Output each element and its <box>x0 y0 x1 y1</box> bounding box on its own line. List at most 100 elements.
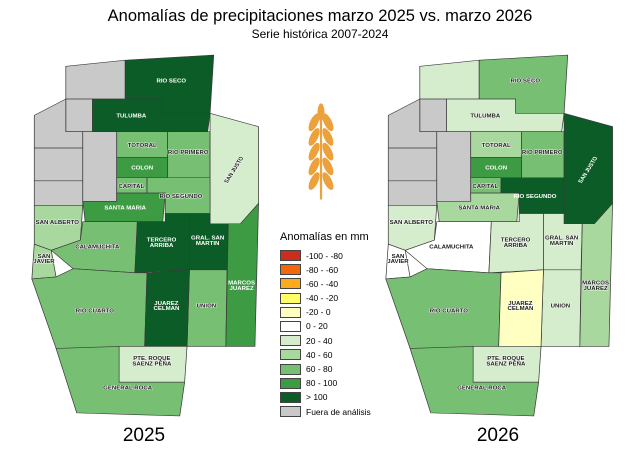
legend-label: > 100 <box>306 392 328 403</box>
department-label-rio_segundo: RIO SEGUNDO <box>159 195 203 200</box>
department-general_roca <box>55 346 186 417</box>
department-label-totoral: TOTORAL <box>128 143 158 148</box>
department-label-san_javier: SAN JAVIER <box>387 254 408 265</box>
legend-swatch <box>280 377 301 389</box>
department-label-saenz_pena: PTE. ROQUE SAENZ PEÑA <box>486 356 525 367</box>
map-2025-container: RIO SECO TULUMBA SAN ALBERTO SAN JAVIER TOTOR… <box>24 52 264 447</box>
legend-item: -40 - -20 <box>280 292 371 304</box>
choropleth-map-2025: RIO SECO TULUMBA SAN ALBERTO SAN JAVIER TOTOR… <box>31 54 259 417</box>
legend-title: Anomalías en mm <box>280 231 369 243</box>
legend-items: -100 - -80 -80 - -60 -60 - -40 -40 - -20 -20… <box>280 250 371 418</box>
department-label-saenz_pena: PTE. ROQUE SAENZ PEÑA <box>132 356 171 367</box>
department-label-san_alberto: SAN ALBERTO <box>36 220 80 225</box>
legend-label: 0 - 20 <box>306 321 328 332</box>
department-pocho <box>33 180 84 206</box>
title-block: Anomalías de precipitaciones marzo 2025 … <box>0 7 640 41</box>
department-ischilin <box>419 98 447 133</box>
wheat-grains <box>308 103 334 190</box>
department-label-calamuchita: CALAMUCHITA <box>429 245 473 250</box>
legend-swatch <box>280 406 301 418</box>
legend-item: 80 - 100 <box>280 377 371 389</box>
legend-label: 40 - 60 <box>306 349 333 360</box>
legend-item: -80 - -60 <box>280 264 371 276</box>
department-ischilin <box>65 98 93 133</box>
department-label-tercero_arriba: TERCERO ARRIBA <box>147 238 177 249</box>
legend-swatch <box>280 264 301 276</box>
figure-subtitle: Serie histórica 2007-2024 <box>251 27 389 41</box>
department-general_roca <box>409 346 540 417</box>
department-label-rio_cuarto: RIO CUARTO <box>76 309 115 314</box>
department-label-san_alberto: SAN ALBERTO <box>390 220 434 225</box>
department-marcos_juarez <box>579 202 613 347</box>
legend-item: 0 - 20 <box>280 320 371 332</box>
legend-swatch <box>280 292 301 304</box>
legend-label: -20 - 0 <box>306 307 331 318</box>
department-label-tulumba: TULUMBA <box>116 114 146 119</box>
department-label-rio_cuarto: RIO CUARTO <box>430 309 469 314</box>
department-label-capital: CAPITAL <box>472 184 498 189</box>
department-label-santa_maria: SANTA MARIA <box>458 206 500 211</box>
legend-label: -100 - -80 <box>306 250 343 261</box>
department-label-rio_segundo: RIO SEGUNDO <box>513 195 557 200</box>
department-label-colon: COLON <box>131 166 153 171</box>
legend-item: > 100 <box>280 391 371 403</box>
department-label-rio_seco: RIO SECO <box>156 79 186 84</box>
department-pocho <box>387 180 438 206</box>
legend-swatch <box>280 335 301 347</box>
department-label-general_san_martin: GRAL. SAN MARTIN <box>545 236 578 247</box>
department-label-rio_seco: RIO SECO <box>510 79 540 84</box>
department-label-general_san_martin: GRAL. SAN MARTIN <box>191 236 224 247</box>
department-label-juarez_celman: JUAREZ CELMAN <box>507 301 533 312</box>
department-label-tercero_arriba: TERCERO ARRIBA <box>501 238 531 249</box>
legend-item: 40 - 60 <box>280 349 371 361</box>
department-punilla <box>82 131 118 202</box>
legend-item: 20 - 40 <box>280 335 371 347</box>
department-label-santa_maria: SANTA MARIA <box>104 206 146 211</box>
year-label-2026: 2026 <box>476 425 520 446</box>
department-minas <box>33 147 84 182</box>
department-label-marcos_juarez: MARCOS JUAREZ <box>582 281 609 292</box>
legend-swatch <box>280 278 301 290</box>
legend-item: Fuera de análisis <box>280 406 371 418</box>
legend-label: 60 - 80 <box>306 364 333 374</box>
legend-swatch <box>280 306 301 318</box>
department-label-juarez_celman: JUAREZ CELMAN <box>153 301 179 312</box>
department-sobremonte <box>65 59 126 100</box>
department-minas <box>387 147 438 182</box>
legend-item: -20 - 0 <box>280 306 371 318</box>
legend-item: -60 - -40 <box>280 278 371 290</box>
department-label-union: UNION <box>197 304 216 309</box>
legend-label: Fuera de análisis <box>306 406 371 417</box>
figure-title: Anomalías de precipitaciones marzo 2025 … <box>107 7 533 25</box>
department-label-rio_primero: RIO PRIMERO <box>168 151 209 156</box>
legend-swatch <box>280 391 301 403</box>
legend-item: 60 - 80 <box>280 363 371 375</box>
legend: Anomalías en mm -100 - -80 -80 - -60 -60 -… <box>266 231 371 420</box>
legend-label: 20 - 40 <box>306 335 333 346</box>
legend-swatch <box>280 320 301 332</box>
center-column: Anomalías en mm -100 - -80 -80 - -60 -60 -… <box>266 54 376 420</box>
wheat-icon <box>308 103 334 200</box>
legend-swatch <box>280 250 301 261</box>
legend-label: -60 - -40 <box>306 278 339 289</box>
year-label-2025: 2025 <box>122 425 166 446</box>
department-label-general_roca: GENERAL ROCA <box>103 386 152 391</box>
legend-label: 80 - 100 <box>306 378 338 389</box>
department-punilla <box>436 131 472 202</box>
legend-label: -40 - -20 <box>306 293 339 304</box>
legend-swatch <box>280 349 301 361</box>
map-2026-container: RIO SECO TULUMBA SAN ALBERTO SAN JAVIER TOTOR… <box>378 52 618 447</box>
department-label-calamuchita: CALAMUCHITA <box>75 245 119 250</box>
department-label-capital: CAPITAL <box>118 184 144 189</box>
department-label-totoral: TOTORAL <box>482 143 512 148</box>
department-marcos_juarez <box>225 202 259 347</box>
department-label-rio_primero: RIO PRIMERO <box>522 151 563 156</box>
choropleth-map-2026: RIO SECO TULUMBA SAN ALBERTO SAN JAVIER TOTOR… <box>385 54 613 417</box>
department-sobremonte <box>419 59 480 100</box>
legend-item: -100 - -80 <box>280 250 371 261</box>
department-label-general_roca: GENERAL ROCA <box>457 386 506 391</box>
department-label-marcos_juarez: MARCOS JUAREZ <box>228 281 255 292</box>
legend-swatch <box>280 363 301 375</box>
department-label-union: UNION <box>551 304 570 309</box>
